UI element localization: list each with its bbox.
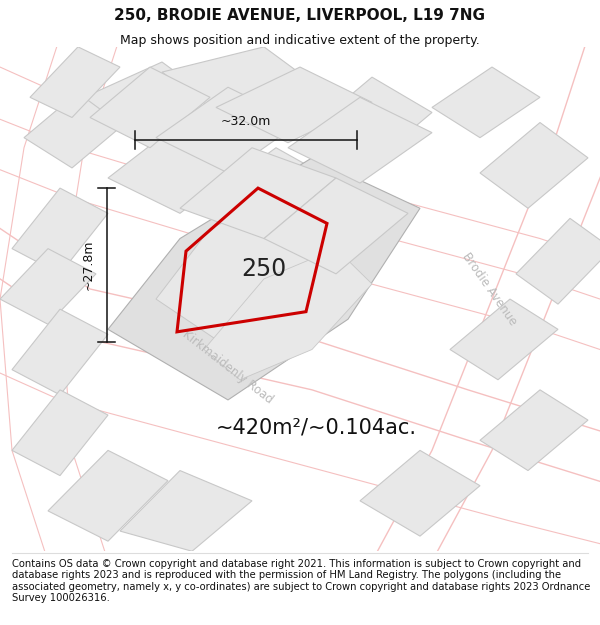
Polygon shape bbox=[12, 309, 108, 395]
Text: Brodie Avenue: Brodie Avenue bbox=[459, 250, 519, 328]
Polygon shape bbox=[288, 98, 432, 183]
Polygon shape bbox=[24, 88, 132, 168]
Polygon shape bbox=[0, 249, 96, 324]
Polygon shape bbox=[432, 67, 540, 138]
Polygon shape bbox=[162, 47, 312, 108]
Text: ~32.0m: ~32.0m bbox=[221, 114, 271, 128]
Polygon shape bbox=[480, 390, 588, 471]
Text: Kirkmaidenly Road: Kirkmaidenly Road bbox=[181, 328, 275, 406]
Text: 250, BRODIE AVENUE, LIVERPOOL, L19 7NG: 250, BRODIE AVENUE, LIVERPOOL, L19 7NG bbox=[115, 8, 485, 23]
Polygon shape bbox=[48, 451, 168, 541]
Polygon shape bbox=[450, 299, 558, 380]
Polygon shape bbox=[156, 88, 300, 173]
Text: 250: 250 bbox=[241, 257, 287, 281]
Polygon shape bbox=[90, 67, 210, 148]
Text: Contains OS data © Crown copyright and database right 2021. This information is : Contains OS data © Crown copyright and d… bbox=[12, 559, 590, 603]
Polygon shape bbox=[120, 471, 252, 551]
Polygon shape bbox=[360, 451, 480, 536]
Polygon shape bbox=[12, 390, 108, 476]
Polygon shape bbox=[312, 77, 432, 163]
Polygon shape bbox=[108, 122, 252, 213]
Polygon shape bbox=[108, 158, 420, 400]
Polygon shape bbox=[264, 178, 408, 274]
Polygon shape bbox=[516, 218, 600, 304]
Polygon shape bbox=[30, 47, 120, 118]
Polygon shape bbox=[204, 249, 372, 380]
Text: Map shows position and indicative extent of the property.: Map shows position and indicative extent… bbox=[120, 34, 480, 47]
Polygon shape bbox=[180, 148, 336, 239]
Polygon shape bbox=[156, 188, 360, 339]
Text: ~27.8m: ~27.8m bbox=[82, 240, 95, 290]
Polygon shape bbox=[192, 148, 348, 249]
Polygon shape bbox=[12, 188, 108, 274]
Polygon shape bbox=[480, 122, 588, 208]
Polygon shape bbox=[216, 67, 372, 142]
Text: ~420m²/~0.104ac.: ~420m²/~0.104ac. bbox=[216, 418, 417, 437]
Polygon shape bbox=[84, 62, 210, 132]
